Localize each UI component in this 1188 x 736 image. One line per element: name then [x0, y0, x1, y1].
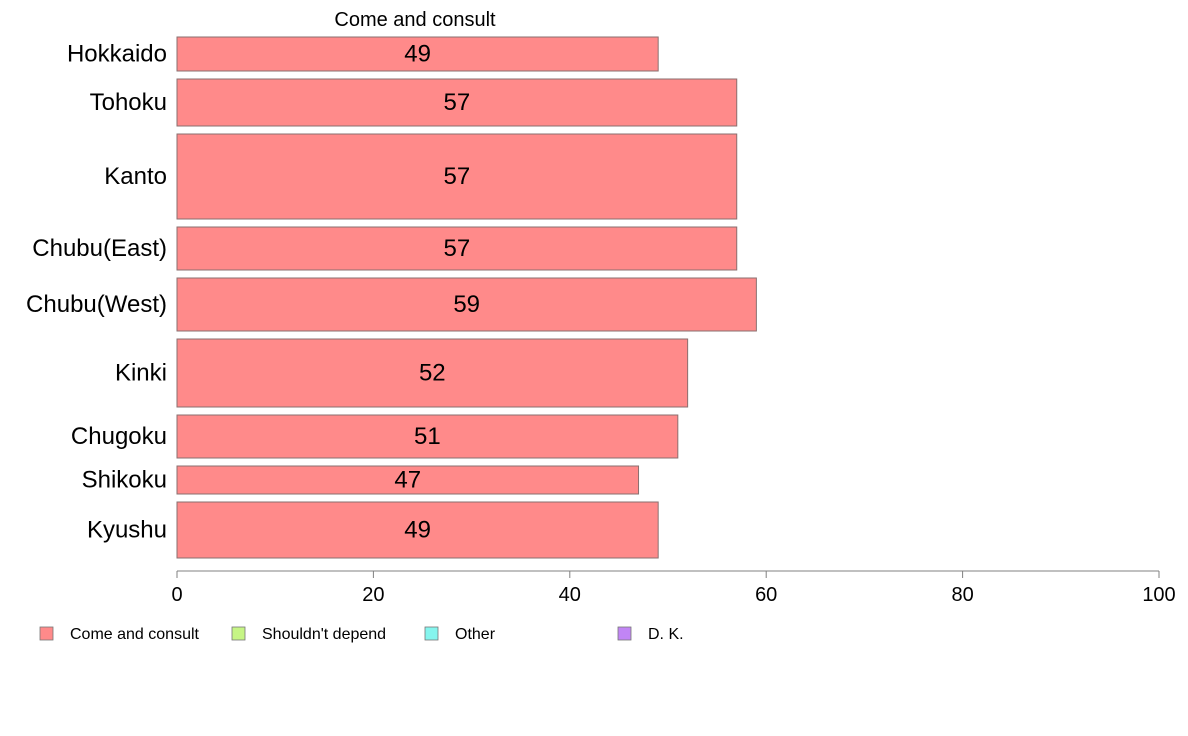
value-label: 57	[444, 89, 471, 116]
x-tick-label: 80	[951, 584, 973, 606]
category-label: Kinki	[115, 360, 167, 387]
value-label: 57	[444, 163, 471, 190]
value-label: 59	[453, 291, 480, 318]
x-tick-label: 0	[171, 584, 182, 606]
category-label: Chugoku	[71, 423, 167, 450]
x-tick-label: 20	[362, 584, 384, 606]
bar-tohoku	[176, 78, 738, 127]
x-tick-label: 40	[559, 584, 581, 606]
bar-chubu-west	[176, 277, 757, 332]
category-label: Shikoku	[82, 467, 167, 494]
value-label: 51	[414, 423, 441, 450]
legend: Come and consult Shouldn't depend Other D. …	[39, 626, 684, 643]
legend-swatch	[617, 626, 632, 641]
legend-label: D. K.	[648, 626, 684, 643]
x-axis: 0 20 40 60 80 100	[171, 570, 1176, 606]
legend-swatch	[424, 626, 439, 641]
bars-group: Hokkaido 49 Tohoku 57 Kanto 57 Chubu(East) 57 Ch…	[26, 36, 757, 559]
bar-kyushu	[176, 501, 659, 559]
legend-label: Shouldn't depend	[262, 626, 386, 643]
category-label: Hokkaido	[67, 41, 167, 68]
chart-title: Come and consult	[334, 9, 496, 31]
bar-kanto	[176, 133, 738, 220]
bar-kinki	[176, 338, 689, 408]
category-label: Tohoku	[90, 89, 167, 116]
value-label: 52	[419, 360, 446, 387]
value-label: 57	[444, 235, 471, 262]
bar-chubu-east	[176, 226, 738, 271]
x-tick-label: 60	[755, 584, 777, 606]
bar-hokkaido	[176, 36, 659, 72]
x-tick-label: 100	[1142, 584, 1175, 606]
legend-label: Other	[455, 626, 496, 643]
legend-label: Come and consult	[70, 626, 200, 643]
value-label: 47	[394, 467, 421, 494]
category-label: Chubu(West)	[26, 291, 167, 318]
bar-shikoku	[176, 465, 640, 495]
legend-swatch	[39, 626, 54, 641]
bar-chugoku	[176, 414, 679, 459]
value-label: 49	[404, 41, 431, 68]
value-label: 49	[404, 517, 431, 544]
category-label: Kanto	[104, 163, 167, 190]
category-label: Chubu(East)	[32, 235, 167, 262]
legend-swatch	[231, 626, 246, 641]
category-label: Kyushu	[87, 517, 167, 544]
